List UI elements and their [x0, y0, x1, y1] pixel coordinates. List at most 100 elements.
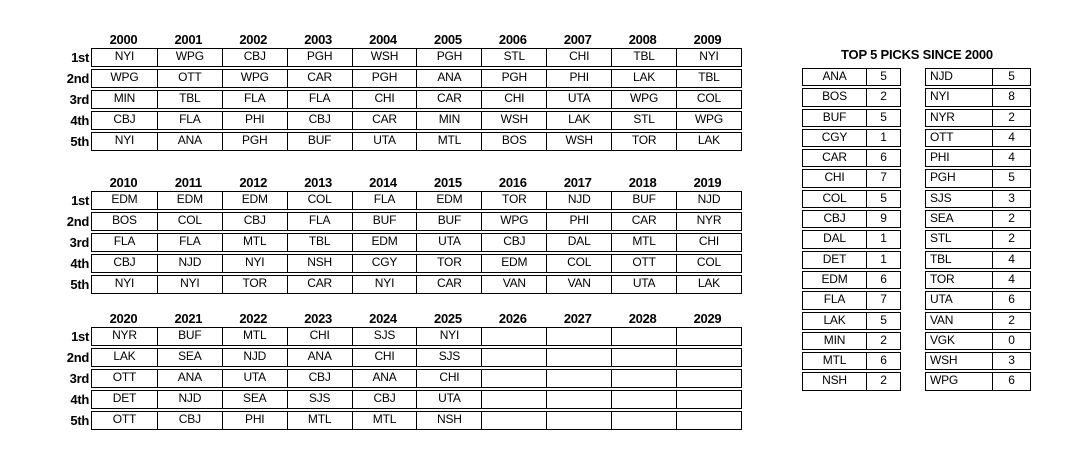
summary-count-cell[interactable]: 5 [866, 69, 900, 86]
team-cell[interactable]: PHI [546, 213, 611, 230]
team-cell[interactable]: OTT [611, 255, 676, 272]
summary-count-cell[interactable]: 4 [992, 129, 1030, 147]
team-cell[interactable]: WPG [110, 70, 139, 84]
team-cell[interactable]: CAR [416, 276, 481, 293]
summary-count-cell[interactable]: 1 [866, 251, 900, 268]
team-cell[interactable]: UTA [416, 391, 481, 408]
team-cell[interactable]: CHI [351, 91, 417, 108]
team-cell[interactable]: BOS [481, 133, 546, 150]
team-cell[interactable]: MTL [416, 133, 481, 150]
team-cell[interactable]: FLA [286, 91, 352, 108]
team-cell[interactable]: CHI [351, 349, 417, 366]
team-cell[interactable]: FLA [156, 234, 222, 251]
team-cell[interactable]: CAR [286, 276, 352, 293]
summary-count-cell[interactable]: 2 [992, 312, 1030, 329]
team-cell[interactable]: ANA [156, 133, 222, 150]
summary-count-cell[interactable]: 2 [992, 231, 1030, 248]
team-cell[interactable]: ANA [286, 349, 352, 366]
team-cell[interactable]: CBJ [221, 213, 287, 230]
summary-team-cell[interactable]: VGK [930, 332, 955, 347]
team-cell[interactable] [546, 349, 611, 366]
team-cell[interactable]: TOR [481, 192, 546, 209]
team-cell[interactable]: MTL [611, 234, 676, 251]
team-cell[interactable]: CBJ [221, 49, 287, 66]
team-cell[interactable]: WPG [676, 112, 741, 129]
team-cell[interactable]: CBJ [481, 234, 546, 251]
summary-team-cell[interactable]: NYI [930, 89, 950, 104]
summary-count-cell[interactable]: 2 [866, 373, 900, 390]
team-cell[interactable]: NYR [112, 328, 137, 342]
team-cell[interactable] [611, 391, 676, 408]
summary-team-cell[interactable]: NJD [930, 69, 953, 83]
team-cell[interactable]: CAR [416, 91, 481, 108]
team-cell[interactable] [676, 412, 741, 429]
team-cell[interactable] [546, 370, 611, 387]
team-cell[interactable]: PHI [221, 112, 287, 129]
summary-count-cell[interactable]: 6 [866, 353, 900, 370]
team-cell[interactable]: VAN [546, 276, 611, 293]
summary-team-cell[interactable]: TBL [930, 251, 952, 266]
summary-team-cell[interactable]: MTL [822, 353, 847, 368]
team-cell[interactable]: NYI [416, 328, 481, 345]
team-cell[interactable]: COL [156, 213, 222, 230]
summary-team-cell[interactable]: LAK [823, 312, 846, 327]
summary-team-cell[interactable]: PGH [930, 170, 956, 185]
team-cell[interactable]: CBJ [156, 412, 222, 429]
team-cell[interactable]: EDM [111, 192, 138, 206]
team-cell[interactable] [481, 349, 546, 366]
team-cell[interactable]: TOR [221, 276, 287, 293]
team-cell[interactable]: NYI [156, 276, 222, 293]
summary-count-cell[interactable]: 3 [992, 190, 1030, 208]
summary-team-cell[interactable]: COL [822, 190, 847, 205]
team-cell[interactable]: PGH [481, 70, 546, 87]
team-cell[interactable] [481, 370, 546, 387]
summary-count-cell[interactable]: 7 [866, 292, 900, 309]
team-cell[interactable]: NJD [156, 391, 222, 408]
summary-team-cell[interactable]: SJS [930, 190, 952, 205]
summary-team-cell[interactable]: NYR [930, 109, 955, 124]
summary-count-cell[interactable]: 6 [866, 150, 900, 167]
team-cell[interactable] [676, 391, 741, 408]
team-cell[interactable]: PGH [221, 133, 287, 150]
team-cell[interactable]: LAK [546, 112, 611, 129]
summary-count-cell[interactable]: 2 [992, 211, 1030, 228]
team-cell[interactable]: CAR [351, 112, 417, 129]
team-cell[interactable]: COL [286, 192, 352, 209]
team-cell[interactable] [676, 328, 741, 345]
summary-team-cell[interactable]: PHI [930, 150, 950, 165]
summary-team-cell[interactable]: UTA [930, 292, 953, 307]
team-cell[interactable]: DET [112, 391, 137, 405]
team-cell[interactable]: FLA [113, 234, 136, 248]
team-cell[interactable]: SEA [156, 349, 222, 366]
summary-count-cell[interactable]: 8 [992, 89, 1030, 106]
team-cell[interactable]: NYI [351, 276, 417, 293]
team-cell[interactable]: UTA [546, 91, 611, 108]
team-cell[interactable]: CAR [286, 70, 352, 87]
team-cell[interactable]: MIN [113, 91, 136, 105]
team-cell[interactable] [481, 391, 546, 408]
summary-team-cell[interactable]: CBJ [823, 211, 846, 226]
summary-count-cell[interactable]: 1 [866, 129, 900, 147]
team-cell[interactable]: BUF [286, 133, 352, 150]
summary-team-cell[interactable]: ANA [822, 69, 847, 83]
team-cell[interactable]: NYI [114, 49, 135, 63]
summary-team-cell[interactable]: CHI [824, 170, 845, 185]
team-cell[interactable]: BUF [351, 213, 417, 230]
team-cell[interactable]: WPG [221, 70, 287, 87]
team-cell[interactable]: CHI [546, 49, 611, 66]
team-cell[interactable]: FLA [221, 91, 287, 108]
team-cell[interactable] [481, 328, 546, 345]
team-cell[interactable]: CBJ [286, 112, 352, 129]
summary-count-cell[interactable]: 6 [992, 292, 1030, 309]
team-cell[interactable]: STL [611, 112, 676, 129]
team-cell[interactable]: ANA [156, 370, 222, 387]
team-cell[interactable]: PGH [416, 49, 481, 66]
team-cell[interactable] [546, 391, 611, 408]
team-cell[interactable]: COL [676, 91, 741, 108]
team-cell[interactable]: WPG [611, 91, 676, 108]
summary-team-cell[interactable]: OTT [930, 129, 954, 144]
team-cell[interactable]: CHI [416, 370, 481, 387]
team-cell[interactable]: CGY [351, 255, 417, 272]
summary-count-cell[interactable]: 1 [866, 231, 900, 248]
summary-count-cell[interactable]: 9 [866, 211, 900, 228]
